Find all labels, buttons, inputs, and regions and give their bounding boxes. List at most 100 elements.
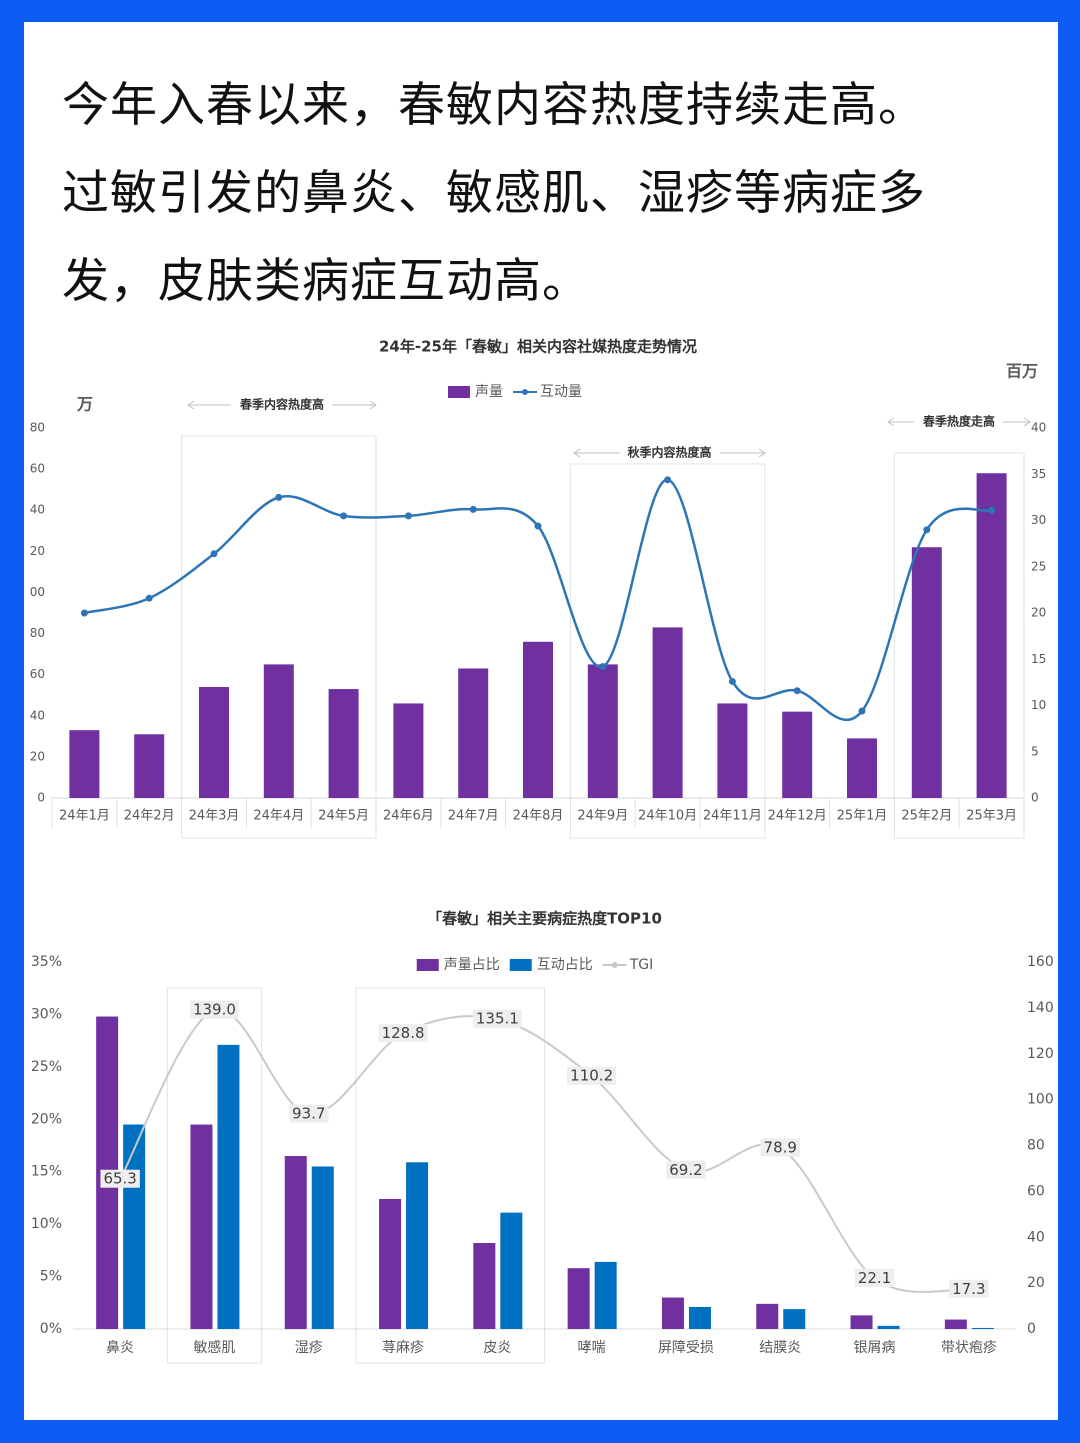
x-tick-label: 24年9月 xyxy=(577,809,628,824)
chart-title: 「春敏」相关主要病症热度TOP10 xyxy=(427,910,662,928)
y-tick-label: 30% xyxy=(31,1006,62,1022)
x-tick-label: 结膜炎 xyxy=(759,1340,801,1356)
x-tick-label: 25年1月 xyxy=(837,809,888,824)
arrow-head xyxy=(887,417,895,427)
y-tick-label: 60 xyxy=(30,462,45,476)
x-tick-label: 24年7月 xyxy=(448,809,499,824)
data-label-bg xyxy=(949,1279,989,1298)
y2-tick-label: 15 xyxy=(1031,652,1046,666)
line-marker xyxy=(534,522,542,530)
line-marker xyxy=(923,526,931,534)
annotation-bg xyxy=(619,444,720,460)
bar xyxy=(783,1309,806,1329)
x-tick-label: 24年4月 xyxy=(253,809,304,824)
legend-swatch xyxy=(448,386,470,398)
data-label: 93.7 xyxy=(292,1105,325,1123)
heading-line: 发，皮肤类病症互动高。 xyxy=(62,254,590,309)
bar xyxy=(217,1044,240,1329)
x-tick-label: 敏感肌 xyxy=(193,1339,235,1356)
legend-label: 互动量 xyxy=(540,384,582,400)
highlight-box xyxy=(166,987,263,1364)
highlight-box xyxy=(181,435,377,839)
bar xyxy=(199,687,229,798)
line-marker xyxy=(988,506,996,514)
y2-tick-label: 35 xyxy=(1031,467,1046,481)
y-tick-label: 15% xyxy=(31,1164,62,1180)
bar xyxy=(458,668,489,798)
data-label-bg xyxy=(567,1066,617,1085)
y2-axis-unit: 百万 xyxy=(1006,362,1038,381)
annotation: 春季内容热度高 xyxy=(239,397,324,412)
line-marker xyxy=(599,663,607,671)
bar xyxy=(717,703,748,798)
bar xyxy=(756,1303,779,1329)
legend: 声量 互动量 xyxy=(448,384,582,400)
y-tick-label: 40 xyxy=(30,708,45,722)
arrow-head xyxy=(1023,417,1031,427)
x-tick-label: 24年3月 xyxy=(189,809,240,824)
data-label: 22.1 xyxy=(858,1269,891,1287)
bar xyxy=(976,473,1007,798)
x-tick-label: 皮炎 xyxy=(483,1340,511,1356)
line-marker xyxy=(404,512,412,520)
bar xyxy=(328,689,359,798)
y-tick-label: 60 xyxy=(30,667,45,681)
x-tick-label: 25年2月 xyxy=(901,809,952,824)
x-tick-label: 银屑病 xyxy=(854,1340,896,1356)
legend-label: 互动占比 xyxy=(537,957,593,973)
y-tick-label: 00 xyxy=(30,585,45,599)
x-tick-label: 24年12月 xyxy=(768,809,827,824)
bar xyxy=(594,1261,617,1329)
bar xyxy=(523,641,553,798)
data-label-bg xyxy=(189,1000,239,1019)
legend-swatch xyxy=(611,962,618,968)
data-label: 128.8 xyxy=(382,1024,425,1042)
bar xyxy=(379,1198,402,1329)
chart-title: 24年-25年「春敏」相关内容社媒热度走势情况 xyxy=(379,338,697,356)
bar xyxy=(69,730,100,798)
bar xyxy=(850,1315,873,1329)
bar xyxy=(661,1297,684,1329)
data-label-bg xyxy=(760,1138,800,1157)
y-tick-label: 5% xyxy=(40,1269,62,1285)
y-tick-label: 25% xyxy=(31,1059,62,1075)
heading-line: 过敏引发的鼻炎、敏感肌、湿疹等病症多 xyxy=(62,166,926,221)
legend-label: TGI xyxy=(629,957,654,973)
data-label-bg xyxy=(472,1009,522,1028)
line-marker xyxy=(858,707,866,715)
annotation-bg xyxy=(913,413,1004,429)
y-tick-label: 20 xyxy=(30,544,45,558)
annotation-bg xyxy=(230,396,333,412)
data-label: 65.3 xyxy=(103,1170,136,1188)
y-tick-label: 20 xyxy=(30,749,45,763)
bar xyxy=(567,1268,590,1329)
line-marker xyxy=(340,512,348,520)
bar xyxy=(134,734,165,798)
bar xyxy=(393,703,424,798)
x-tick-label: 24年11月 xyxy=(703,809,762,824)
x-tick-label: 24年1月 xyxy=(59,809,110,824)
x-tick-label: 湿疹 xyxy=(295,1340,323,1356)
line-marker xyxy=(145,594,153,602)
y2-tick-label: 40 xyxy=(1031,421,1046,435)
y-tick-label: 40 xyxy=(30,503,45,517)
y-tick-label: 35% xyxy=(31,954,62,970)
line-marker xyxy=(728,677,736,685)
y-tick-label: 0% xyxy=(40,1321,62,1337)
x-tick-label: 24年2月 xyxy=(124,809,175,824)
data-label: 110.2 xyxy=(570,1067,613,1085)
highlight-box xyxy=(893,452,1025,839)
legend-swatch xyxy=(416,959,439,971)
y2-tick-label: 30 xyxy=(1031,513,1046,527)
line-marker xyxy=(469,505,477,513)
bar xyxy=(782,711,813,798)
bar xyxy=(263,664,294,798)
y2-tick-label: 60 xyxy=(1027,1183,1045,1199)
bar xyxy=(311,1166,334,1329)
data-label-bg xyxy=(854,1268,895,1287)
y2-tick-label: 80 xyxy=(1027,1138,1045,1154)
legend: 声量占比 互动占比 TGI xyxy=(416,957,654,973)
x-tick-label: 哮喘 xyxy=(578,1339,606,1356)
